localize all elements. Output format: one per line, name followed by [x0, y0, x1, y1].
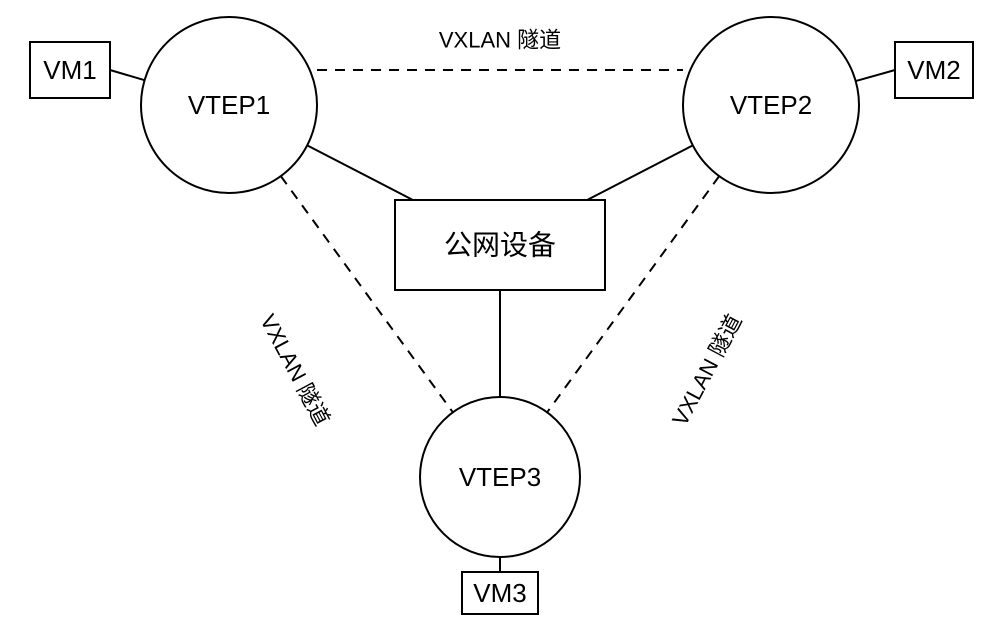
- vtep2-label: VTEP2: [730, 90, 812, 120]
- link-vm1-vtep1: [110, 70, 145, 80]
- tunnel-label-left: VXLAN 隧道: [255, 310, 334, 430]
- tunnel-label-right: VXLAN 隧道: [667, 310, 746, 430]
- tunnel-label-top: VXLAN 隧道: [439, 28, 561, 53]
- link-vtep2-public: [587, 145, 693, 200]
- link-vtep1-public: [307, 145, 413, 200]
- diagram-canvas: VM1 VM2 VM3 公网设备 VTEP1 VTEP2 VTEP3 VXLAN 隧道 VXLA…: [0, 0, 1000, 618]
- vtep1-label: VTEP1: [188, 90, 270, 120]
- vm2-label: VM2: [907, 55, 960, 85]
- vm3-label: VM3: [473, 578, 526, 608]
- link-vtep2-vm2: [856, 70, 895, 81]
- public-label: 公网设备: [444, 230, 556, 261]
- vtep3-label: VTEP3: [459, 462, 541, 492]
- vm1-label: VM1: [43, 55, 96, 85]
